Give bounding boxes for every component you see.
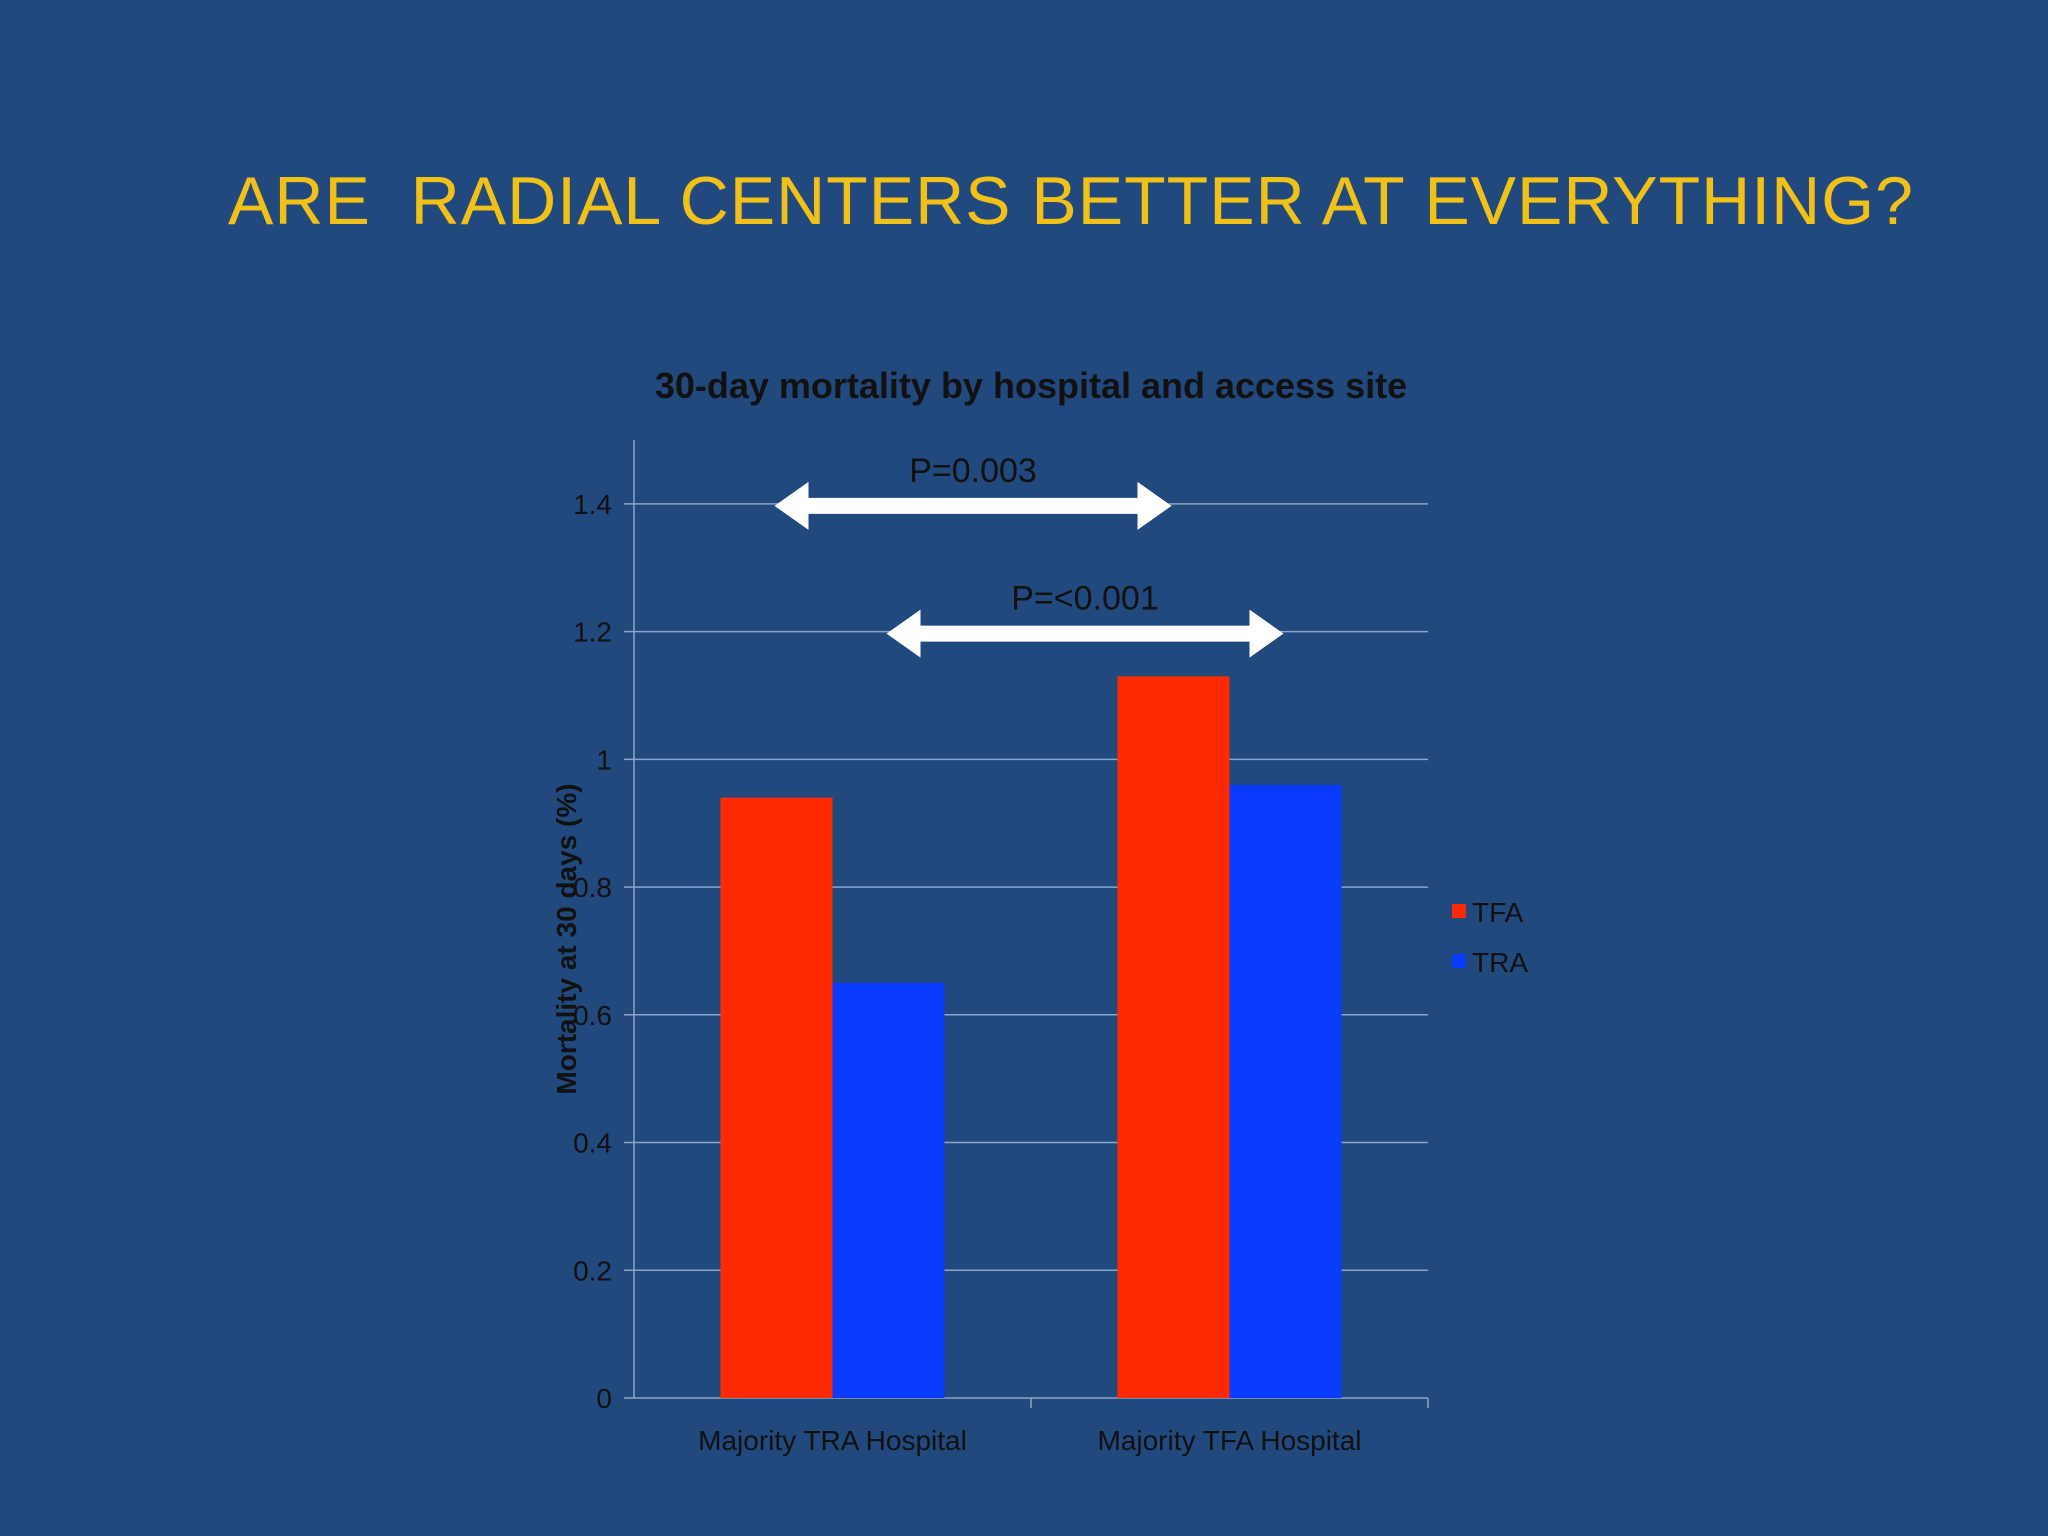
p-value-label: P=0.003 (909, 452, 1037, 490)
x-tick-label: Majority TRA Hospital (698, 1425, 967, 1456)
significance-arrow (886, 609, 1284, 658)
x-tick-label: Majority TFA Hospital (1097, 1425, 1361, 1456)
y-tick-label: 0.2 (573, 1255, 612, 1286)
y-tick-label: 1.2 (573, 617, 612, 648)
y-tick-label: 1.4 (573, 489, 612, 520)
legend-swatch-tra (1452, 954, 1466, 968)
legend-label-tfa: TFA (1472, 897, 1524, 928)
y-tick-label: 0.4 (573, 1128, 612, 1159)
legend-swatch-tfa (1452, 904, 1466, 918)
bar-tfa (1117, 676, 1230, 1398)
bar-tfa (720, 797, 833, 1398)
legend-label-tra: TRA (1472, 947, 1528, 978)
y-tick-label: 1 (596, 744, 612, 775)
y-tick-label: 0 (596, 1383, 612, 1414)
y-axis-title: Mortality at 30 days (%) (551, 783, 582, 1094)
chart-title: 30-day mortality by hospital and access … (655, 365, 1407, 406)
bar-tra (1229, 784, 1342, 1398)
slide-title: ARE RADIAL CENTERS BETTER AT EVERYTHING? (228, 163, 1914, 239)
y-tick-label: 0.8 (573, 872, 612, 903)
p-value-label: P=<0.001 (1011, 580, 1158, 618)
significance-arrow (774, 481, 1172, 530)
y-tick-label: 0.6 (573, 1000, 612, 1031)
bar-tra (832, 982, 945, 1398)
